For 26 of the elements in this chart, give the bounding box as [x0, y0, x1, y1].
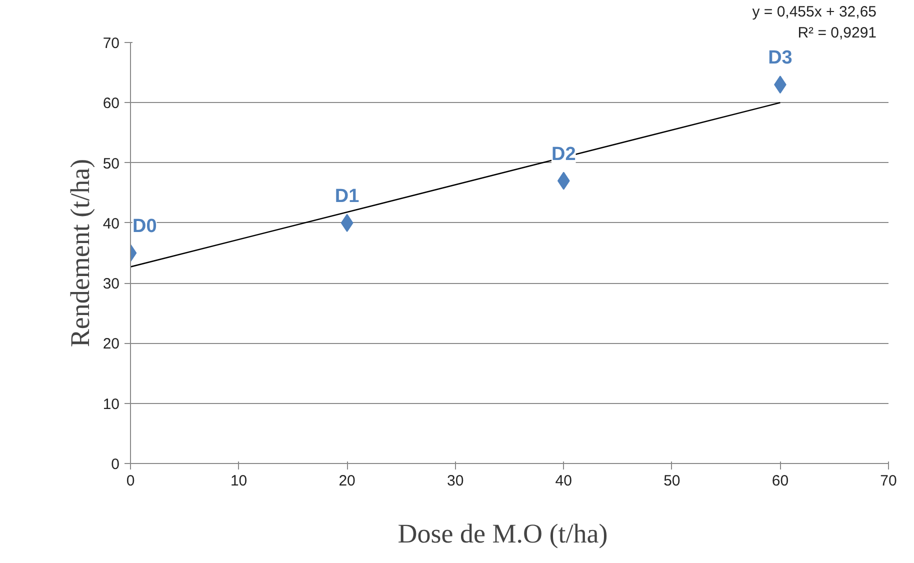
x-tick-label: 30 — [447, 472, 464, 490]
x-tick-label: 20 — [338, 472, 356, 490]
annotation: D2 — [552, 144, 576, 165]
x-tick-label: 70 — [880, 472, 897, 490]
y-tick-label: 0 — [111, 456, 120, 473]
y-axis-title: Rendement (t/ha) — [64, 158, 95, 348]
y-tick-label: 30 — [102, 276, 120, 293]
point — [557, 172, 570, 190]
y-tick-label: 60 — [102, 95, 120, 112]
text: R² = 0,9291 — [798, 24, 877, 42]
y-tick-label: 70 — [102, 35, 120, 52]
x-tick-label: 60 — [772, 472, 789, 490]
x-tick-label: 50 — [664, 472, 680, 490]
x-axis-title: Dose de M.O (t/ha) — [398, 518, 608, 548]
annotation: D0 — [132, 216, 157, 237]
x-tick-label: 0 — [126, 472, 135, 490]
y-tick-label: 20 — [102, 336, 120, 353]
point — [340, 214, 354, 232]
x-tick-label: 10 — [230, 472, 248, 490]
y-tick-label: 10 — [102, 396, 120, 413]
annotation: D3 — [768, 48, 792, 69]
annotation: D1 — [334, 186, 360, 207]
x-tick-label: 40 — [555, 472, 572, 490]
y-tick-label: 50 — [102, 155, 120, 172]
text: y = 0,455x + 32,65 — [752, 4, 877, 20]
y-tick-label: 40 — [102, 215, 120, 232]
